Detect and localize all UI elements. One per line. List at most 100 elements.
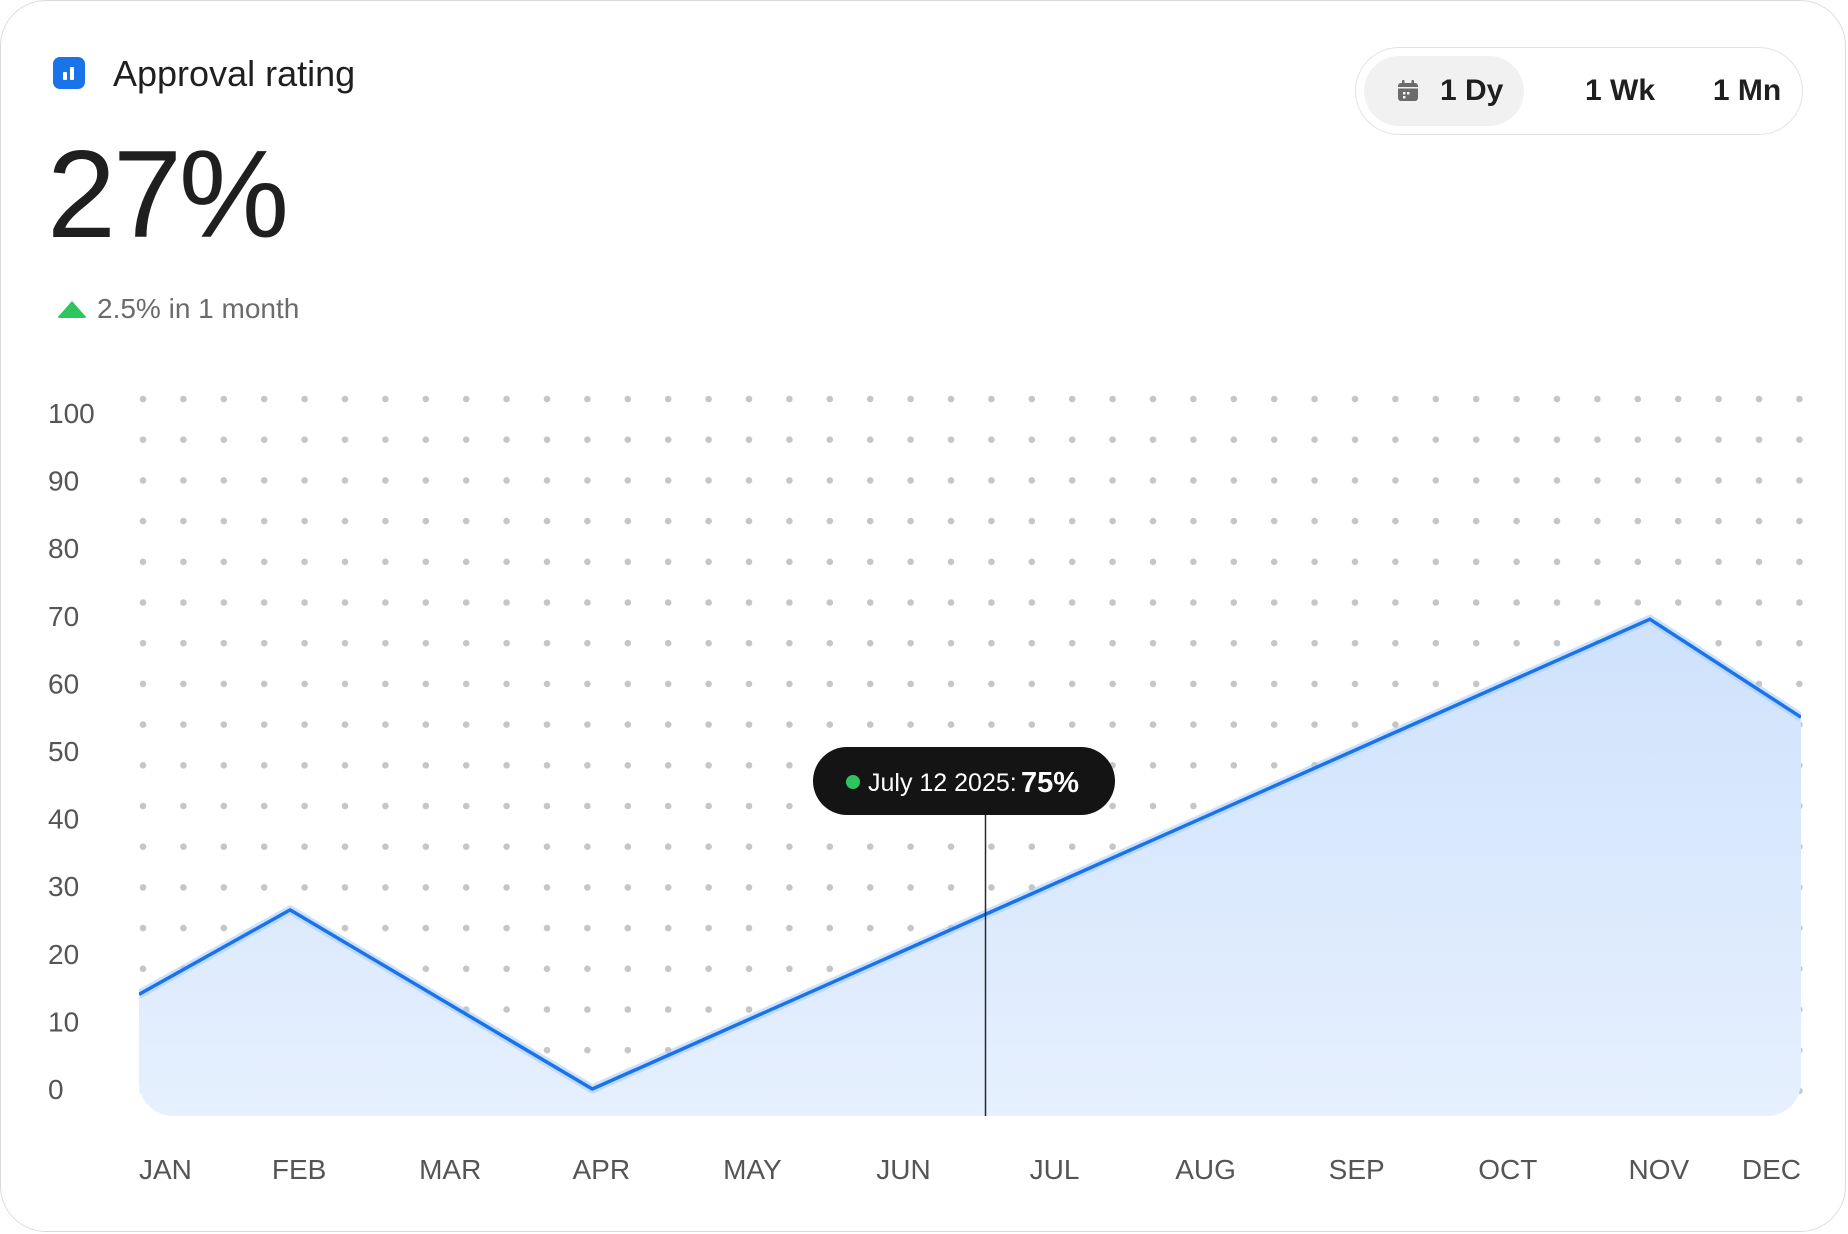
grid-dot — [1270, 721, 1278, 728]
grid-dot — [1028, 680, 1036, 688]
grid-dot — [947, 395, 955, 403]
grid-dot — [422, 680, 430, 688]
range-label-day: 1 Dy — [1440, 74, 1504, 107]
grid-dot — [1311, 558, 1318, 566]
grid-dot — [664, 924, 672, 932]
x-tick-label: JUL — [1030, 1154, 1080, 1185]
grid-dot — [1149, 558, 1157, 566]
grid-dot — [1230, 639, 1238, 647]
grid-dot — [705, 477, 712, 484]
grid-dot — [584, 884, 591, 891]
grid-dot — [301, 395, 308, 403]
grid-dot — [503, 884, 510, 891]
tooltip-status-dot — [846, 775, 860, 789]
grid-dot — [382, 721, 389, 728]
bar-chart-icon — [53, 57, 85, 89]
grid-dot — [624, 1006, 632, 1013]
grid-dot — [301, 843, 308, 850]
grid-dot — [1715, 558, 1722, 566]
grid-dot — [907, 436, 914, 444]
grid-dot — [260, 436, 268, 444]
grid-dot — [462, 395, 470, 403]
grid-dot — [1553, 558, 1561, 566]
grid-dot — [1796, 436, 1803, 444]
y-tick-label: 20 — [48, 939, 79, 970]
grid-dot — [624, 558, 632, 566]
x-tick-label: FEB — [272, 1154, 326, 1185]
grid-dot — [745, 599, 753, 606]
grid-dot — [1351, 477, 1359, 484]
grid-dot — [260, 802, 268, 810]
grid-dot — [705, 802, 712, 810]
x-tick-label: DEC — [1742, 1154, 1801, 1185]
grid-dot — [1270, 436, 1278, 444]
grid-dot — [301, 762, 308, 769]
grid-dot — [584, 721, 591, 728]
grid-dot — [301, 639, 308, 647]
grid-dot — [1109, 843, 1116, 850]
y-tick-label: 100 — [48, 398, 95, 429]
grid-dot — [1311, 436, 1318, 444]
y-tick-label: 10 — [48, 1006, 79, 1037]
range-button-week[interactable]: 1 Wk — [1584, 74, 1656, 107]
grid-dot — [826, 843, 834, 850]
grid-dot — [826, 436, 834, 444]
grid-dot — [705, 599, 712, 606]
grid-dot — [907, 680, 914, 688]
grid-dot — [1028, 558, 1036, 566]
grid-dot — [1755, 639, 1763, 647]
grid-dot — [786, 843, 793, 850]
grid-dot — [907, 395, 914, 403]
grid-dot — [624, 680, 632, 688]
grid-dot — [422, 721, 430, 728]
grid-dot — [1392, 599, 1399, 606]
approval-value: 27% — [47, 126, 289, 264]
grid-dot — [1472, 639, 1480, 647]
grid-dot — [301, 884, 308, 891]
grid-dot — [462, 517, 470, 525]
grid-dot — [584, 1046, 591, 1054]
range-button-month[interactable]: 1 Mn — [1712, 74, 1782, 107]
grid-dot — [624, 639, 632, 647]
grid-dot — [301, 599, 308, 606]
grid-dot — [1190, 558, 1197, 566]
grid-dot — [907, 599, 914, 606]
x-tick-label: APR — [573, 1154, 631, 1185]
grid-dot — [341, 802, 349, 810]
grid-dot — [1270, 762, 1278, 769]
grid-dot — [341, 517, 349, 525]
grid-dot — [1270, 477, 1278, 484]
grid-dot — [1634, 436, 1642, 444]
grid-dot — [1715, 639, 1722, 647]
x-tick-label: SEP — [1329, 1154, 1385, 1185]
grid-dot — [1674, 517, 1682, 525]
grid-dot — [422, 843, 430, 850]
grid-dot — [543, 517, 551, 525]
grid-dot — [382, 924, 389, 932]
grid-dot — [1472, 477, 1480, 484]
grid-dot — [1068, 517, 1076, 525]
grid-dot — [907, 639, 914, 647]
grid-dot — [1553, 517, 1561, 525]
grid-dot — [503, 680, 510, 688]
grid-dot — [1796, 558, 1803, 566]
grid-dot — [705, 558, 712, 566]
grid-dot — [341, 395, 349, 403]
grid-dot — [584, 843, 591, 850]
grid-dot — [1311, 639, 1318, 647]
grid-dot — [462, 558, 470, 566]
grid-dot — [664, 436, 672, 444]
grid-dot — [947, 843, 955, 850]
grid-dot — [382, 599, 389, 606]
grid-dot — [462, 965, 470, 973]
grid-dot — [1149, 436, 1157, 444]
grid-dot — [947, 599, 955, 606]
grid-dot — [462, 436, 470, 444]
range-button-day[interactable]: 1 Dy — [1364, 56, 1524, 126]
y-tick-label: 90 — [48, 466, 79, 497]
grid-dot — [745, 965, 753, 973]
grid-dot — [220, 639, 228, 647]
grid-dot — [422, 802, 430, 810]
grid-dot — [382, 477, 389, 484]
x-tick-label: OCT — [1478, 1154, 1537, 1185]
